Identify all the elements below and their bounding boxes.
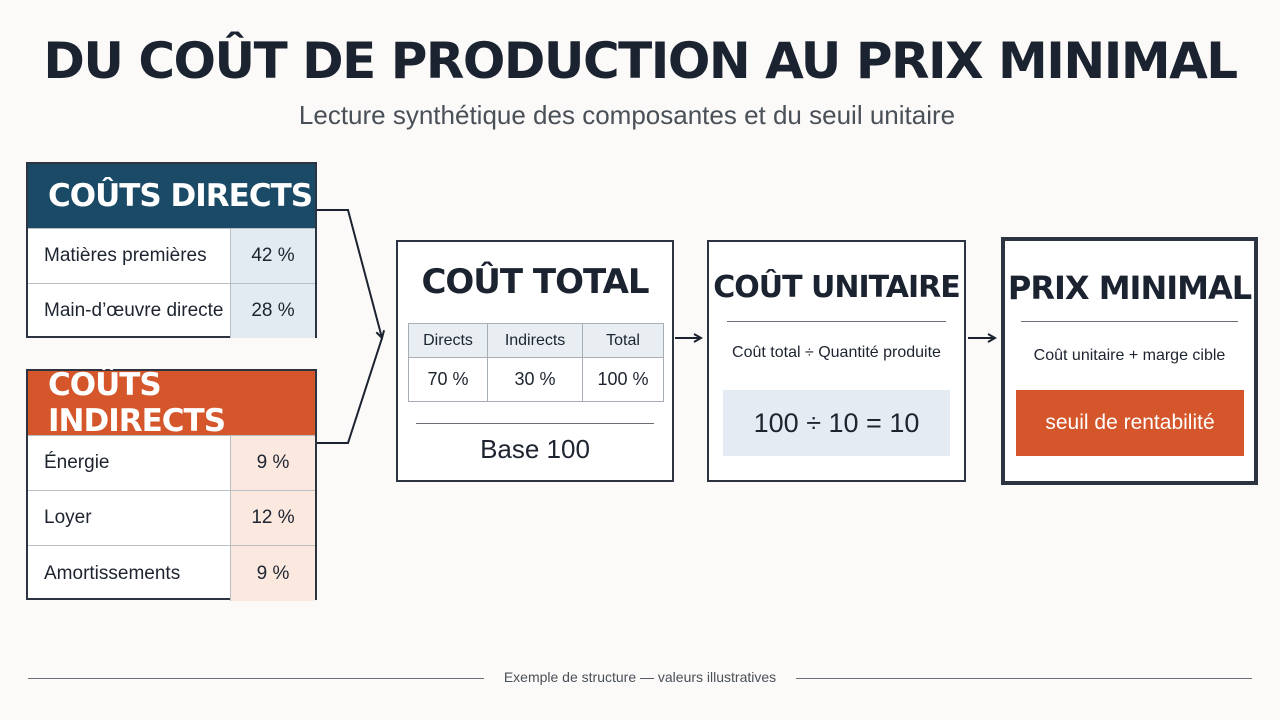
min-price-formula: Coût unitaire + marge cible [1033, 347, 1226, 364]
column-header: Total [582, 323, 664, 358]
row-label: Loyer [44, 507, 92, 528]
footer-divider-right [796, 678, 1252, 679]
break-even-badge: seuil de rentabilité [1016, 390, 1244, 456]
divider [727, 321, 946, 322]
page-title: DU COÛT DE PRODUCTION AU PRIX MINIMAL [43, 32, 1238, 90]
cell-value: 70 % [407, 357, 489, 402]
min-price-heading: PRIX MINIMAL [1007, 269, 1252, 307]
row-value: 28 % [230, 284, 315, 338]
column-header: Directs [407, 323, 489, 358]
column-header: Indirects [487, 323, 584, 358]
cell-value: 100 % [582, 357, 664, 402]
row-label: Amortissements [44, 562, 181, 584]
divider [1021, 321, 1238, 322]
row-value: 9 % [230, 436, 315, 490]
indirect-costs-panel: COÛTS INDIRECTS Énergie 9 % Loyer 12 % A… [26, 367, 317, 601]
indirect-costs-heading: COÛTS INDIRECTS [28, 367, 315, 439]
row-value: 12 % [230, 491, 315, 545]
row-value: 42 % [230, 229, 315, 283]
row-label: Énergie [44, 452, 110, 473]
connector-direct-to-total [317, 209, 382, 338]
min-price-card: PRIX MINIMAL Coût unitaire + marge cible… [1001, 237, 1258, 485]
unit-cost-computation: 100 ÷ 10 = 10 [723, 390, 950, 456]
total-cost-card: COÛT TOTAL Directs Indirects Total 70 % … [396, 240, 674, 482]
direct-costs-heading: COÛTS DIRECTS [28, 164, 315, 228]
unit-cost-formula: Coût total ÷ Quantité produite [732, 344, 941, 361]
row-label: Main-d’œuvre directe [44, 300, 224, 321]
table-row: Loyer 12 % [28, 490, 315, 545]
total-cost-base: Base 100 [480, 434, 590, 464]
table-row: Main-d’œuvre directe 28 % [28, 283, 315, 338]
footer-divider-left [28, 678, 484, 679]
cell-value: 30 % [487, 357, 584, 402]
row-value: 9 % [230, 546, 315, 601]
table-row: Amortissements 9 % [28, 545, 315, 601]
row-label: Matières premières [44, 245, 207, 266]
total-cost-table: Directs Indirects Total 70 % 30 % 100 % [407, 323, 664, 402]
page-subtitle: Lecture synthétique des composantes et d… [298, 100, 956, 130]
direct-costs-panel: COÛTS DIRECTS Matières premières 42 % Ma… [26, 162, 317, 338]
unit-cost-card: COÛT UNITAIRE Coût total ÷ Quantité prod… [707, 240, 966, 482]
table-row: Énergie 9 % [28, 435, 315, 490]
unit-cost-heading: COÛT UNITAIRE [713, 270, 961, 305]
footer-note: Exemple de structure — valeurs illustrat… [503, 669, 777, 685]
divider [416, 423, 654, 424]
connector-indirect-to-total [317, 337, 383, 444]
total-cost-heading: COÛT TOTAL [421, 262, 649, 302]
table-row: Matières premières 42 % [28, 228, 315, 283]
